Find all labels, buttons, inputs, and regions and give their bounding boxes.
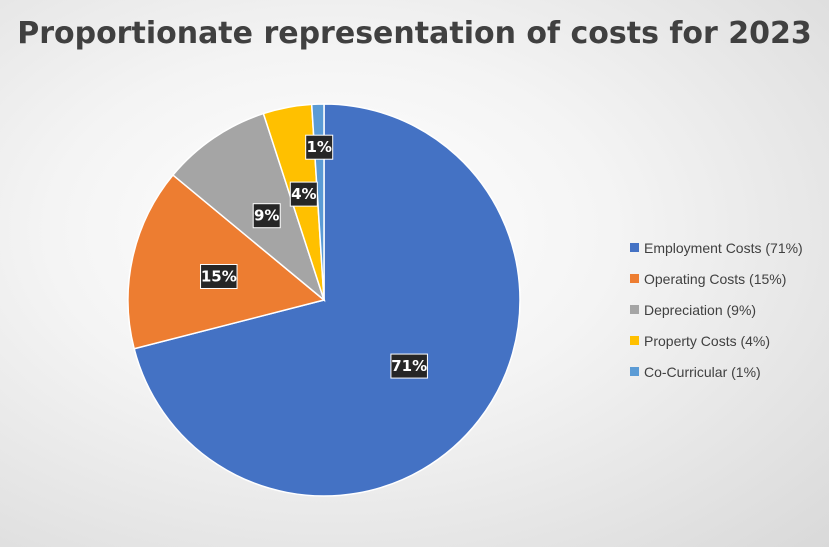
pie-slice-operating-costs bbox=[127, 174, 326, 350]
pie-slice-employment-costs bbox=[133, 103, 521, 497]
data-label-box bbox=[289, 181, 318, 207]
data-label-depreciation: 9% bbox=[252, 203, 281, 229]
data-label-text: 15% bbox=[201, 267, 237, 285]
legend-label: Employment Costs (71%) bbox=[644, 239, 803, 256]
legend-swatch bbox=[630, 305, 639, 314]
data-label-box bbox=[305, 134, 334, 160]
chart-title: Proportionate representation of costs fo… bbox=[17, 16, 812, 51]
data-label-box bbox=[200, 263, 238, 289]
legend-item-property-costs: Property Costs (4%) bbox=[630, 325, 803, 356]
legend-item-operating-costs: Operating Costs (15%) bbox=[630, 263, 803, 294]
legend-item-employment-costs: Employment Costs (71%) bbox=[630, 232, 803, 263]
data-label-co-curricular: 1% bbox=[305, 134, 334, 160]
legend-item-depreciation: Depreciation (9%) bbox=[630, 294, 803, 325]
legend-item-co-curricular: Co-Curricular (1%) bbox=[630, 356, 803, 387]
legend-swatch bbox=[630, 243, 639, 252]
data-label-text: 1% bbox=[306, 138, 331, 156]
data-label-text: 71% bbox=[391, 357, 427, 375]
legend-label: Co-Curricular (1%) bbox=[644, 363, 761, 380]
data-label-text: 4% bbox=[291, 185, 316, 203]
data-label-text: 9% bbox=[254, 207, 279, 225]
data-label-property-costs: 4% bbox=[289, 181, 318, 207]
legend-label: Operating Costs (15%) bbox=[644, 270, 787, 287]
legend: Employment Costs (71%) Operating Costs (1… bbox=[630, 232, 803, 387]
legend-label: Depreciation (9%) bbox=[644, 301, 757, 318]
legend-swatch bbox=[630, 274, 639, 283]
pie-slices bbox=[127, 103, 521, 497]
pie-data-labels: 71% 15% 9% 4% 1% bbox=[200, 134, 428, 379]
data-label-box bbox=[390, 353, 428, 379]
pie-slice-depreciation bbox=[171, 112, 326, 303]
legend-swatch bbox=[630, 336, 639, 345]
legend-label: Property Costs (4%) bbox=[644, 332, 771, 349]
legend-swatch bbox=[630, 367, 639, 376]
data-label-box bbox=[252, 203, 281, 229]
data-label-employment-costs: 71% bbox=[390, 353, 428, 379]
data-label-operating-costs: 15% bbox=[200, 263, 238, 289]
